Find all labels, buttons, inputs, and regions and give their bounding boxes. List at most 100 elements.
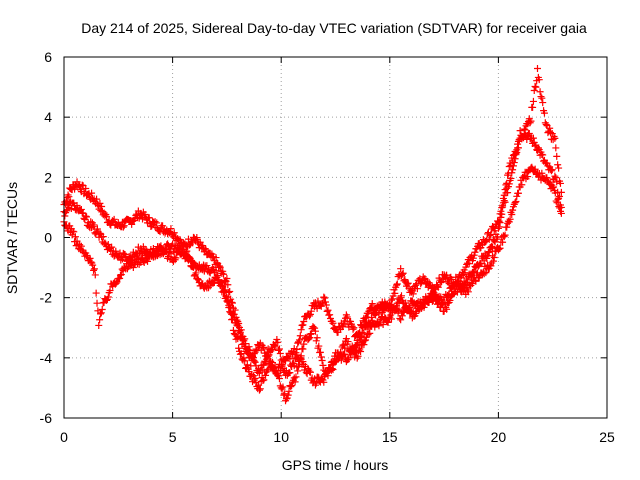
plot-frame bbox=[63, 56, 608, 419]
data-point bbox=[366, 329, 374, 337]
data-point bbox=[499, 203, 507, 211]
data-point bbox=[398, 270, 406, 278]
data-point bbox=[536, 88, 544, 96]
data-point bbox=[507, 174, 515, 182]
data-point bbox=[275, 346, 283, 354]
data-point bbox=[88, 189, 96, 197]
data-point bbox=[514, 189, 522, 197]
x-axis-label: GPS time / hours bbox=[282, 457, 389, 473]
data-point bbox=[444, 292, 452, 300]
data-point bbox=[549, 136, 557, 144]
data-point bbox=[410, 312, 418, 320]
data-point bbox=[314, 297, 322, 305]
data-point bbox=[480, 270, 488, 278]
data-point bbox=[206, 249, 214, 257]
data-point bbox=[219, 267, 227, 275]
data-point bbox=[340, 341, 348, 349]
data-point bbox=[503, 179, 511, 187]
data-point bbox=[71, 233, 79, 241]
data-point bbox=[471, 248, 479, 256]
data-point bbox=[210, 268, 218, 276]
data-point bbox=[96, 310, 104, 318]
data-point bbox=[388, 295, 396, 303]
data-point bbox=[189, 263, 197, 271]
data-point bbox=[112, 247, 120, 255]
data-point bbox=[98, 207, 106, 215]
data-point bbox=[170, 229, 178, 237]
data-point bbox=[224, 296, 232, 304]
data-point bbox=[529, 97, 537, 105]
data-point bbox=[278, 361, 286, 369]
data-point bbox=[117, 271, 125, 279]
data-point bbox=[342, 314, 350, 322]
data-point bbox=[392, 281, 400, 289]
data-point bbox=[182, 248, 190, 256]
data-point bbox=[91, 271, 99, 279]
data-point bbox=[550, 183, 558, 191]
data-point bbox=[380, 307, 388, 315]
data-point bbox=[108, 243, 116, 251]
data-point bbox=[78, 181, 86, 189]
data-point bbox=[316, 348, 324, 356]
data-point bbox=[326, 311, 334, 319]
data-point bbox=[509, 206, 517, 214]
data-point bbox=[378, 309, 386, 317]
data-point bbox=[397, 316, 405, 324]
data-point bbox=[472, 277, 480, 285]
data-point bbox=[128, 220, 136, 228]
y-tick-label: -6 bbox=[40, 410, 53, 426]
data-point bbox=[317, 302, 325, 310]
data-point bbox=[220, 288, 228, 296]
data-point bbox=[236, 350, 244, 358]
data-point bbox=[553, 199, 561, 207]
data-point bbox=[464, 288, 472, 296]
data-point bbox=[379, 321, 387, 329]
data-point bbox=[235, 344, 243, 352]
data-point bbox=[247, 362, 255, 370]
grid bbox=[64, 57, 607, 418]
data-point bbox=[274, 338, 282, 346]
data-point bbox=[338, 323, 346, 331]
data-point bbox=[251, 374, 259, 382]
data-point bbox=[399, 308, 407, 316]
data-point bbox=[299, 321, 307, 329]
data-point bbox=[412, 281, 420, 289]
data-point bbox=[133, 256, 141, 264]
data-point bbox=[244, 350, 252, 358]
data-point bbox=[529, 134, 537, 142]
data-point bbox=[281, 390, 289, 398]
data-point bbox=[551, 189, 559, 197]
data-point bbox=[375, 322, 383, 330]
data-point bbox=[277, 362, 285, 370]
data-point bbox=[339, 351, 347, 359]
data-point bbox=[488, 243, 496, 251]
data-point bbox=[498, 210, 506, 218]
data-point bbox=[61, 212, 69, 220]
y-tick-label: 0 bbox=[44, 230, 52, 246]
data-point bbox=[519, 132, 527, 140]
data-point bbox=[434, 297, 442, 305]
data-point bbox=[524, 173, 532, 181]
data-point bbox=[307, 307, 315, 315]
data-point bbox=[420, 303, 428, 311]
data-point bbox=[237, 350, 245, 358]
data-point bbox=[284, 391, 292, 399]
data-point bbox=[337, 356, 345, 364]
data-point bbox=[98, 202, 106, 210]
data-point bbox=[291, 378, 299, 386]
data-point bbox=[309, 323, 317, 331]
data-point bbox=[529, 103, 537, 111]
data-point bbox=[229, 326, 237, 334]
y-tick-label: 2 bbox=[44, 169, 52, 185]
data-point bbox=[311, 324, 319, 332]
data-point bbox=[97, 309, 105, 317]
data-point bbox=[551, 134, 559, 142]
data-point bbox=[110, 215, 118, 223]
data-point bbox=[417, 280, 425, 288]
data-point bbox=[469, 254, 477, 262]
data-point bbox=[489, 252, 497, 260]
x-tick-label: 25 bbox=[599, 429, 615, 445]
data-point bbox=[413, 285, 421, 293]
data-point bbox=[514, 144, 522, 152]
data-point bbox=[119, 223, 127, 231]
